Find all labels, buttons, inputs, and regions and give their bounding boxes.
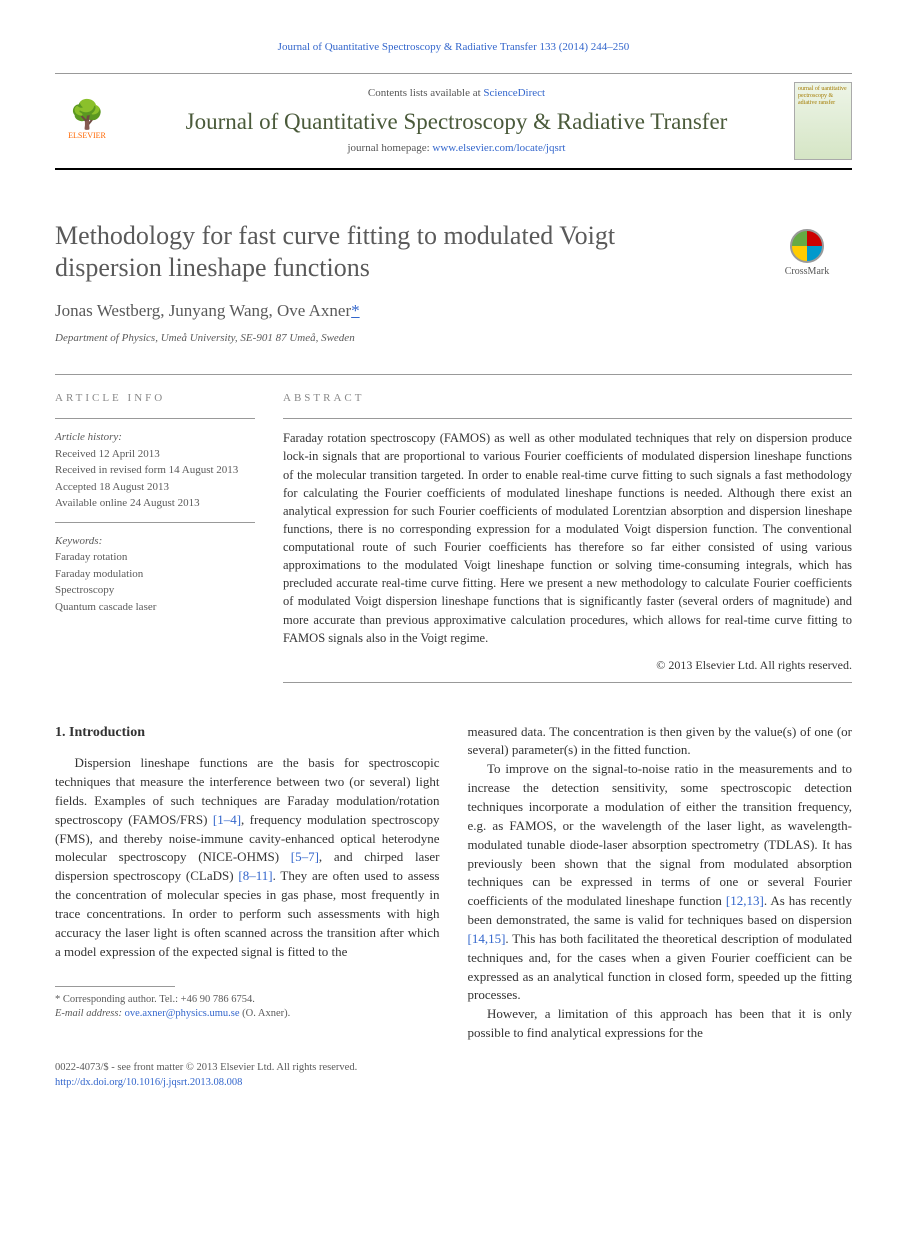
abstract-label: abstract	[283, 391, 852, 406]
homepage-link[interactable]: www.elsevier.com/locate/jqsrt	[432, 142, 565, 154]
ref-link[interactable]: [12,13]	[726, 893, 764, 908]
body-columns: 1. Introduction Dispersion lineshape fun…	[55, 723, 852, 1043]
paragraph: However, a limitation of this approach h…	[468, 1005, 853, 1043]
journal-title: Journal of Quantitative Spectroscopy & R…	[133, 108, 780, 136]
doi-link[interactable]: http://dx.doi.org/10.1016/j.jqsrt.2013.0…	[55, 1077, 242, 1088]
accepted-date: Accepted 18 August 2013	[55, 481, 169, 493]
received-date: Received 12 April 2013	[55, 448, 160, 460]
page: Journal of Quantitative Spectroscopy & R…	[0, 0, 907, 1130]
affiliation: Department of Physics, Umeå University, …	[55, 331, 852, 346]
ref-link[interactable]: [14,15]	[468, 931, 506, 946]
homepage-prefix: journal homepage:	[347, 142, 432, 154]
info-label: article info	[55, 391, 255, 406]
divider	[55, 522, 255, 523]
online-date: Available online 24 August 2013	[55, 497, 200, 509]
footnote-rule	[55, 986, 175, 987]
footnote: * Corresponding author. Tel.: +46 90 786…	[55, 993, 440, 1022]
corresponding-mark[interactable]: *	[351, 301, 360, 320]
info-abstract-row: article info Article history: Received 1…	[55, 374, 852, 683]
body-text: Dispersion lineshape functions are the b…	[55, 754, 440, 961]
homepage-line: journal homepage: www.elsevier.com/locat…	[133, 141, 780, 156]
masthead-center: Contents lists available at ScienceDirec…	[133, 86, 780, 156]
article-info-column: article info Article history: Received 1…	[55, 391, 255, 683]
email-label: E-mail address:	[55, 1008, 125, 1019]
contents-prefix: Contents lists available at	[368, 87, 483, 99]
keywords-label: Keywords:	[55, 533, 255, 550]
ref-link[interactable]: [5–7]	[291, 849, 319, 864]
sciencedirect-link[interactable]: ScienceDirect	[483, 87, 545, 99]
author-list: Jonas Westberg, Junyang Wang, Ove Axner	[55, 301, 351, 320]
article-title: Methodology for fast curve fitting to mo…	[55, 220, 685, 282]
masthead: 🌳 ELSEVIER Contents lists available at S…	[55, 73, 852, 170]
crossmark-badge[interactable]: CrossMark	[762, 229, 852, 279]
keyword: Faraday modulation	[55, 566, 255, 583]
body-column-right: measured data. The concentration is then…	[468, 723, 853, 1043]
ref-link[interactable]: [1–4]	[213, 812, 241, 827]
corresponding-author: * Corresponding author. Tel.: +46 90 786…	[55, 993, 440, 1008]
publisher-name: ELSEVIER	[68, 130, 106, 141]
body-text: measured data. The concentration is then…	[468, 723, 853, 1043]
body-column-left: 1. Introduction Dispersion lineshape fun…	[55, 723, 440, 1043]
ref-link[interactable]: [8–11]	[238, 868, 272, 883]
keyword: Faraday rotation	[55, 549, 255, 566]
paragraph: measured data. The concentration is then…	[468, 723, 853, 761]
journal-cover-thumb: ournal of uantitative pectroscopy & adia…	[794, 82, 852, 160]
divider	[55, 418, 255, 419]
text: . This has both facilitated the theoreti…	[468, 931, 853, 1003]
revised-date: Received in revised form 14 August 2013	[55, 464, 238, 476]
page-footer: 0022-4073/$ - see front matter © 2013 El…	[55, 1061, 852, 1090]
article-history: Article history: Received 12 April 2013 …	[55, 429, 255, 512]
elsevier-logo: 🌳 ELSEVIER	[55, 85, 119, 157]
contents-line: Contents lists available at ScienceDirec…	[133, 86, 780, 101]
abstract-text: Faraday rotation spectroscopy (FAMOS) as…	[283, 429, 852, 647]
keyword: Quantum cascade laser	[55, 599, 255, 616]
text: To improve on the signal-to-noise ratio …	[468, 761, 853, 908]
crossmark-label: CrossMark	[785, 266, 829, 277]
tree-icon: 🌳	[70, 102, 105, 130]
email-suffix: (O. Axner).	[240, 1008, 291, 1019]
crossmark-icon	[790, 229, 824, 263]
abstract-column: abstract Faraday rotation spectroscopy (…	[283, 391, 852, 683]
header-citation: Journal of Quantitative Spectroscopy & R…	[55, 40, 852, 55]
keywords-block: Keywords: Faraday rotation Faraday modul…	[55, 533, 255, 616]
divider	[283, 418, 852, 419]
authors: Jonas Westberg, Junyang Wang, Ove Axner*	[55, 299, 852, 323]
email-link[interactable]: ove.axner@physics.umu.se	[125, 1008, 240, 1019]
issn-line: 0022-4073/$ - see front matter © 2013 El…	[55, 1061, 852, 1076]
history-label: Article history:	[55, 431, 122, 443]
section-heading: 1. Introduction	[55, 723, 440, 743]
divider	[283, 682, 852, 683]
keyword: Spectroscopy	[55, 582, 255, 599]
copyright: © 2013 Elsevier Ltd. All rights reserved…	[283, 657, 852, 674]
